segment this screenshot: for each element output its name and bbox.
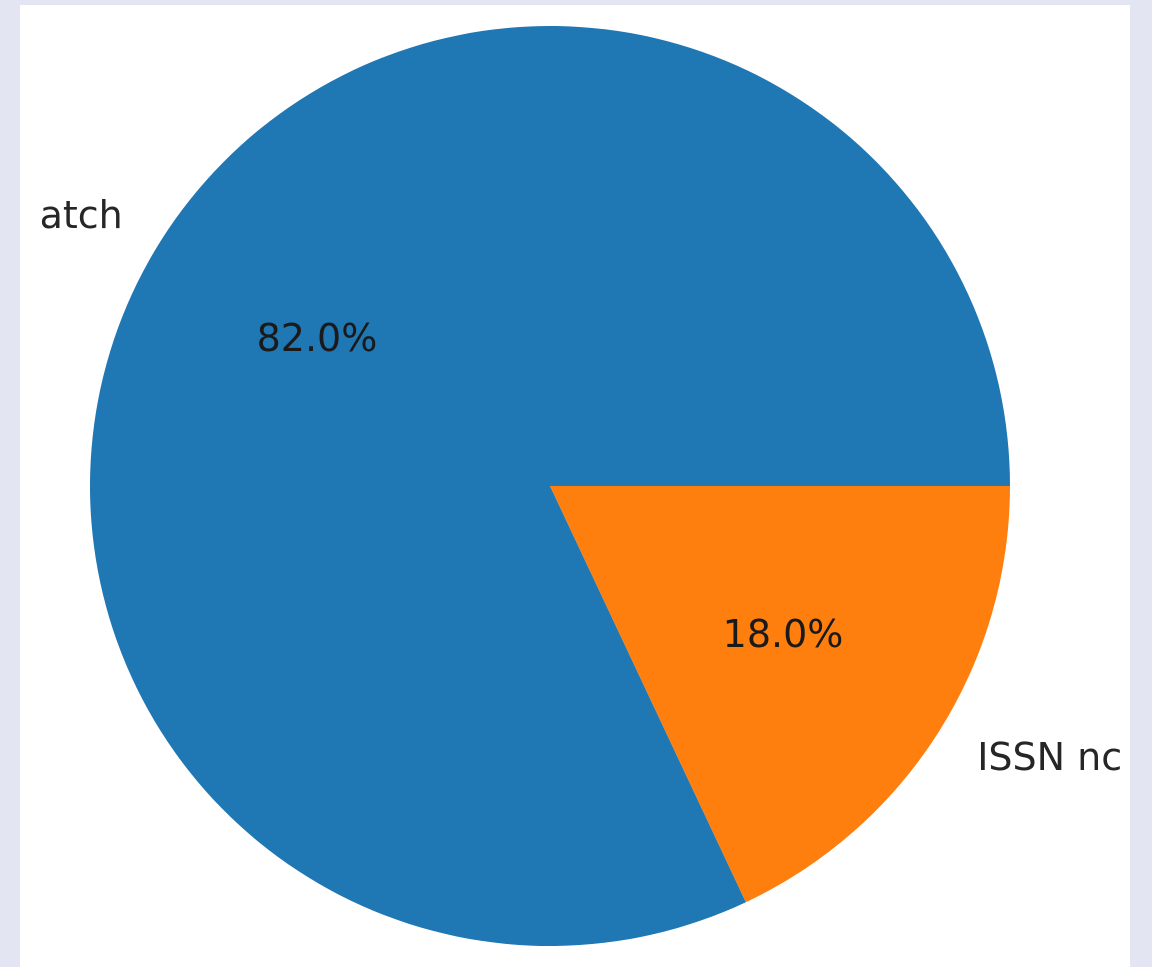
pie-slices [89, 26, 1011, 947]
slice-percent-label-1: 82.0% [257, 316, 378, 360]
pie-chart: 82.0% atch 18.0% ISSN nc [40, 26, 1123, 947]
pie-chart-figure: 82.0% atch 18.0% ISSN nc [20, 5, 1130, 967]
slice-category-label-2: ISSN nc [977, 735, 1122, 779]
slice-percent-label-2: 18.0% [723, 612, 844, 656]
slice-category-label-1: atch [40, 193, 123, 237]
pie-slice-2 [550, 486, 1010, 903]
pie-slice-1 [89, 26, 1011, 947]
pie-labels: 82.0% atch 18.0% ISSN nc [40, 193, 1123, 779]
